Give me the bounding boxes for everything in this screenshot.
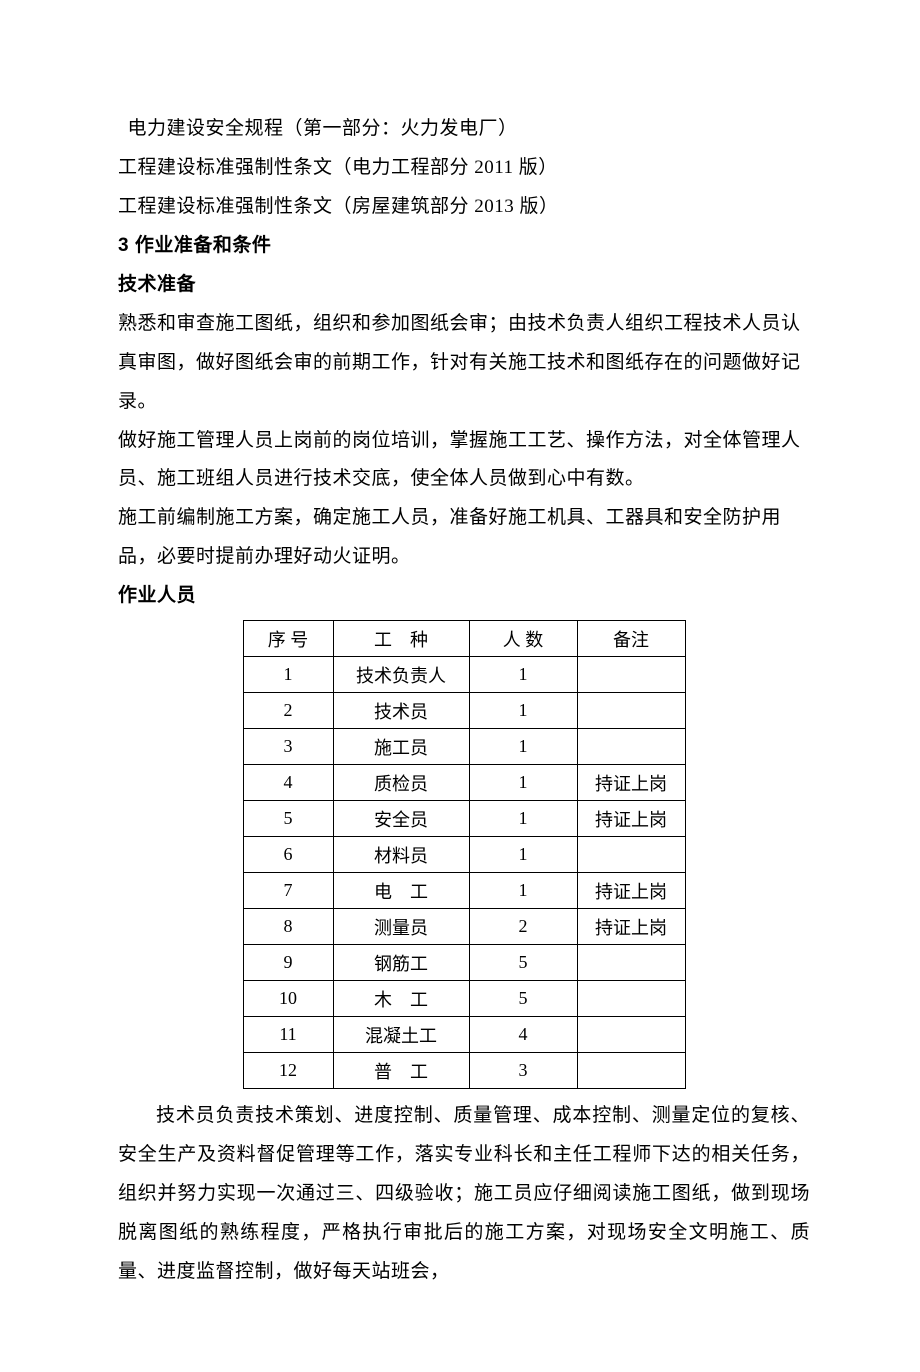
personnel-table: 序 号 工 种 人 数 备注 1 技术负责人 1 2 技术员 1 3 施工员 — [243, 620, 686, 1089]
cell-count: 2 — [469, 909, 577, 945]
th-count: 人 数 — [469, 621, 577, 657]
cell-role: 电 工 — [333, 873, 469, 909]
ref-line-2: 工程建设标准强制性条文（电力工程部分 2011 版） — [118, 149, 810, 188]
cell-role: 材料员 — [333, 837, 469, 873]
tech-prep-para-3: 施工前编制施工方案，确定施工人员，准备好施工机具、工器具和安全防护用品，必要时提… — [118, 499, 810, 577]
cell-seq: 3 — [243, 729, 333, 765]
cell-count: 1 — [469, 765, 577, 801]
cell-role: 技术员 — [333, 693, 469, 729]
table-row: 10 木 工 5 — [243, 981, 685, 1017]
cell-role: 安全员 — [333, 801, 469, 837]
cell-seq: 11 — [243, 1017, 333, 1053]
cell-count: 1 — [469, 657, 577, 693]
cell-role: 测量员 — [333, 909, 469, 945]
cell-role: 木 工 — [333, 981, 469, 1017]
ref-line-3: 工程建设标准强制性条文（房屋建筑部分 2013 版） — [118, 188, 810, 227]
th-role: 工 种 — [333, 621, 469, 657]
table-row: 7 电 工 1 持证上岗 — [243, 873, 685, 909]
cell-seq: 2 — [243, 693, 333, 729]
cell-note — [577, 981, 685, 1017]
table-row: 3 施工员 1 — [243, 729, 685, 765]
tech-prep-heading: 技术准备 — [118, 266, 810, 305]
cell-note — [577, 1017, 685, 1053]
cell-note — [577, 837, 685, 873]
table-row: 2 技术员 1 — [243, 693, 685, 729]
cell-role: 普 工 — [333, 1053, 469, 1089]
cell-count: 1 — [469, 693, 577, 729]
table-row: 8 测量员 2 持证上岗 — [243, 909, 685, 945]
cell-seq: 10 — [243, 981, 333, 1017]
table-row: 9 钢筋工 5 — [243, 945, 685, 981]
cell-role: 钢筋工 — [333, 945, 469, 981]
cell-seq: 7 — [243, 873, 333, 909]
after-table-para: 技术员负责技术策划、进度控制、质量管理、成本控制、测量定位的复核、安全生产及资料… — [118, 1097, 810, 1292]
cell-count: 1 — [469, 801, 577, 837]
cell-count: 3 — [469, 1053, 577, 1089]
tech-prep-para-2: 做好施工管理人员上岗前的岗位培训，掌握施工工艺、操作方法，对全体管理人员、施工班… — [118, 422, 810, 500]
cell-seq: 12 — [243, 1053, 333, 1089]
table-row: 4 质检员 1 持证上岗 — [243, 765, 685, 801]
cell-note — [577, 945, 685, 981]
cell-seq: 6 — [243, 837, 333, 873]
tech-prep-para-1: 熟悉和审查施工图纸，组织和参加图纸会审；由技术负责人组织工程技术人员认真审图，做… — [118, 305, 810, 422]
cell-seq: 9 — [243, 945, 333, 981]
cell-note — [577, 1053, 685, 1089]
page-container: 电力建设安全规程（第一部分：火力发电厂） 工程建设标准强制性条文（电力工程部分 … — [0, 0, 920, 1372]
table-row: 11 混凝土工 4 — [243, 1017, 685, 1053]
th-note: 备注 — [577, 621, 685, 657]
cell-seq: 8 — [243, 909, 333, 945]
cell-note — [577, 657, 685, 693]
cell-note: 持证上岗 — [577, 765, 685, 801]
table-body: 1 技术负责人 1 2 技术员 1 3 施工员 1 4 质检员 1 持 — [243, 657, 685, 1089]
cell-count: 1 — [469, 837, 577, 873]
cell-note: 持证上岗 — [577, 801, 685, 837]
cell-role: 质检员 — [333, 765, 469, 801]
cell-note — [577, 693, 685, 729]
cell-note: 持证上岗 — [577, 909, 685, 945]
personnel-heading: 作业人员 — [118, 577, 810, 616]
cell-role: 混凝土工 — [333, 1017, 469, 1053]
section-3-heading: 3 作业准备和条件 — [118, 227, 810, 266]
cell-role: 技术负责人 — [333, 657, 469, 693]
cell-seq: 5 — [243, 801, 333, 837]
cell-note — [577, 729, 685, 765]
cell-count: 1 — [469, 729, 577, 765]
table-row: 6 材料员 1 — [243, 837, 685, 873]
table-row: 5 安全员 1 持证上岗 — [243, 801, 685, 837]
cell-count: 5 — [469, 981, 577, 1017]
cell-count: 5 — [469, 945, 577, 981]
table-row: 12 普 工 3 — [243, 1053, 685, 1089]
th-seq: 序 号 — [243, 621, 333, 657]
cell-count: 4 — [469, 1017, 577, 1053]
cell-seq: 4 — [243, 765, 333, 801]
cell-role: 施工员 — [333, 729, 469, 765]
cell-note: 持证上岗 — [577, 873, 685, 909]
cell-count: 1 — [469, 873, 577, 909]
table-row: 1 技术负责人 1 — [243, 657, 685, 693]
ref-line-1: 电力建设安全规程（第一部分：火力发电厂） — [118, 110, 810, 149]
table-header-row: 序 号 工 种 人 数 备注 — [243, 621, 685, 657]
cell-seq: 1 — [243, 657, 333, 693]
